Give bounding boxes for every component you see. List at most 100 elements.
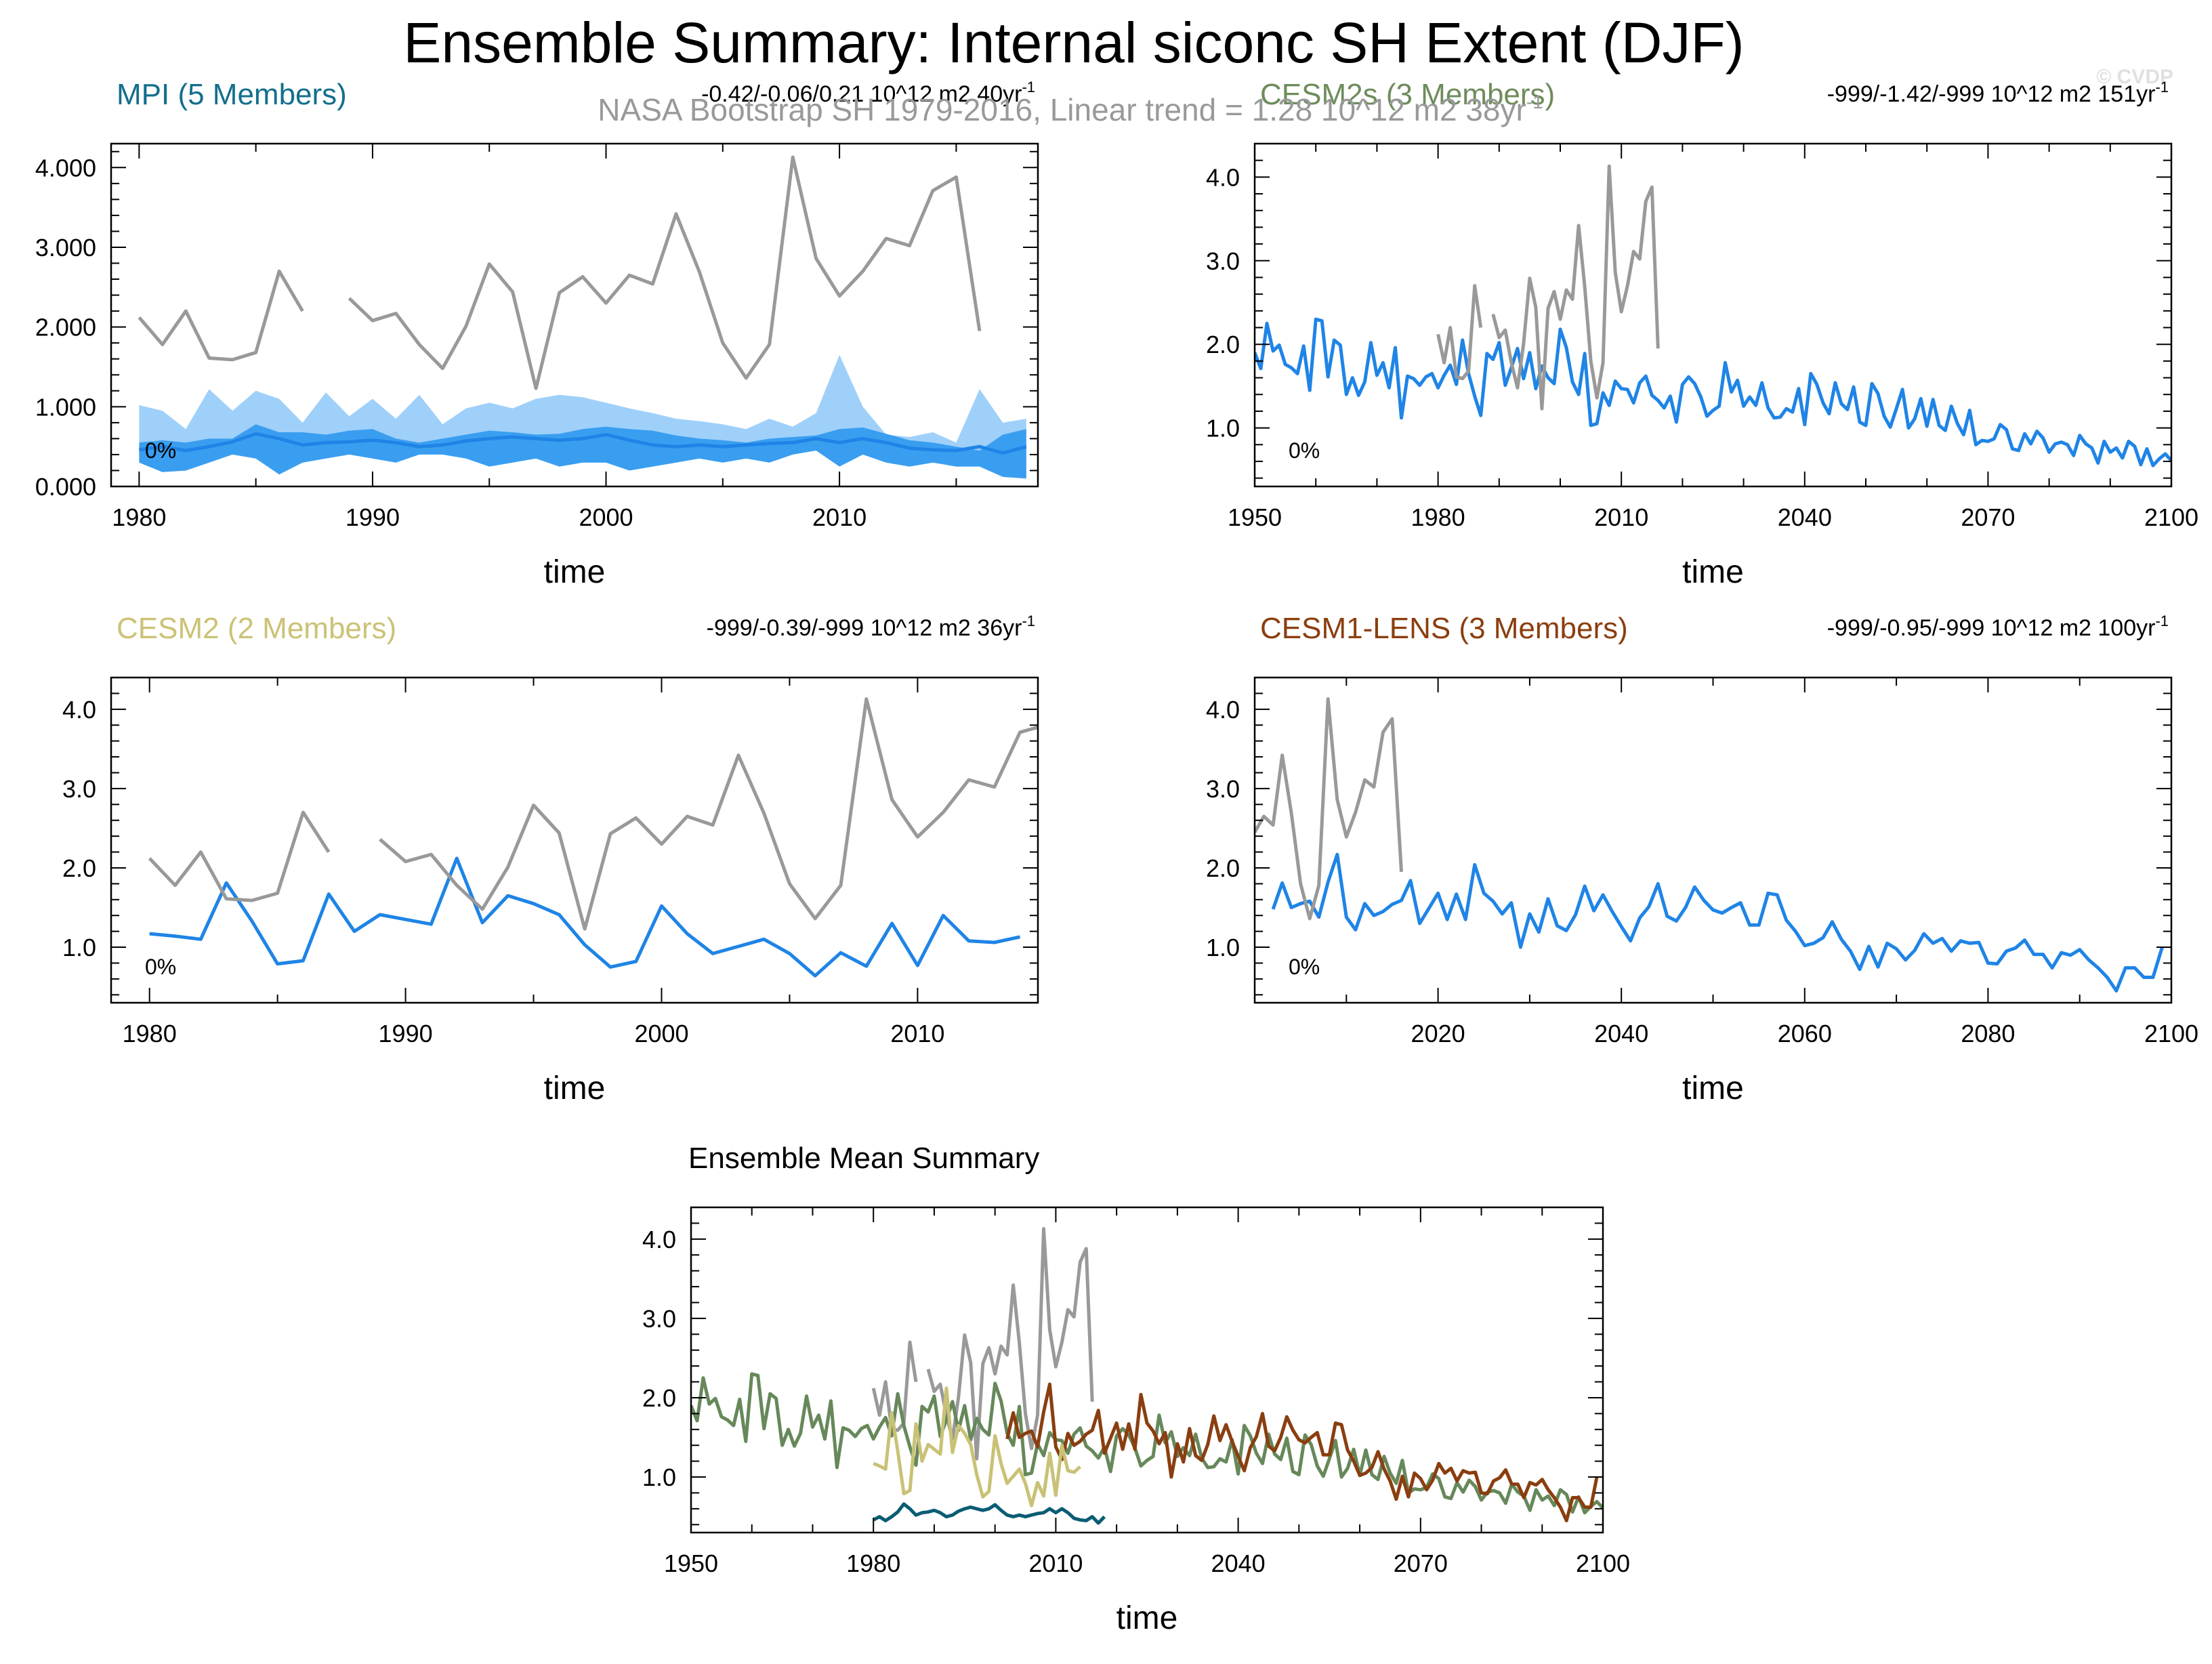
- panel-title: CESM2s (3 Members): [1260, 78, 1555, 111]
- trend-label-text: -999/-0.95/-999 10^12 m2 100yr: [1827, 615, 2156, 641]
- x-axis-label: time: [1117, 1600, 1178, 1636]
- observation-label-text: NASA Bootstrap SH 1979-2016, Linear tren…: [598, 92, 1526, 127]
- plot-frame: [110, 142, 1039, 488]
- x-tick-label: 2040: [1211, 1549, 1266, 1577]
- x-tick-label: 2100: [2144, 503, 2198, 531]
- plot-frame: [690, 1206, 1604, 1534]
- x-tick-label: 2040: [1778, 503, 1832, 531]
- panel-lens: 2020 2040 2060 2080 2100 1.0 2.0 3.0 4.0 time CESM…: [1206, 612, 2198, 1106]
- trend-label-sup: -1: [1022, 79, 1035, 96]
- x-tick-label: 1990: [379, 1020, 433, 1047]
- percent-label: 0%: [145, 438, 176, 463]
- series-line-cesm2s: [691, 1372, 1603, 1515]
- observation-line: [138, 155, 982, 390]
- trend-label-sup: -1: [2155, 79, 2169, 96]
- series-line-cesm2: [873, 1386, 1081, 1507]
- y-tick-label: 1.0: [1206, 415, 1240, 442]
- trend-label-text: -0.42/-0.06/0.21 10^12 m2 40yr: [701, 81, 1022, 107]
- x-tick-label: 2100: [2144, 1020, 2198, 1047]
- x-tick-label: 2060: [1778, 1020, 1832, 1047]
- percent-label: 0%: [1289, 955, 1320, 979]
- x-tick-label: 2100: [1576, 1549, 1630, 1577]
- series-line-ensemble: [149, 856, 1021, 978]
- series-line-ensemble: [1255, 317, 2171, 467]
- panel-title: Ensemble Mean Summary: [688, 1142, 1039, 1175]
- plot-area-lens: [1255, 697, 2164, 993]
- x-tick-label: 2000: [634, 1020, 688, 1047]
- panel-mpi: 1980 1990 2000 2010 0.000 1.000 2.000 3.000 4.00…: [35, 78, 1039, 590]
- y-tick-label: 4.0: [642, 1226, 676, 1253]
- figure-title: Ensemble Summary: Internal siconc SH Ext…: [403, 11, 1744, 75]
- y-tick-label: 2.0: [62, 854, 96, 882]
- x-tick-label: 2010: [1594, 503, 1648, 531]
- panel-title: CESM2 (2 Members): [117, 612, 396, 645]
- x-tick-label: 1980: [123, 1020, 177, 1047]
- x-tick-label: 2000: [579, 503, 633, 531]
- y-tick-label: 4.0: [1206, 696, 1240, 724]
- y-tick-label: 1.0: [62, 934, 96, 961]
- observation-line: [1255, 697, 1403, 921]
- x-tick-label: 1980: [112, 503, 166, 531]
- plot-frame: [110, 676, 1039, 1004]
- observation-line: [1436, 164, 1660, 411]
- y-tick-label: 1.000: [35, 393, 96, 421]
- plot-area-cesm2: [148, 697, 1038, 978]
- observation-label: NASA Bootstrap SH 1979-2016, Linear tren…: [598, 91, 1543, 127]
- y-tick-label: 2.0: [1206, 854, 1240, 882]
- trend-label-sup: -1: [2155, 612, 2169, 629]
- x-tick-label: 2010: [890, 1020, 944, 1047]
- x-tick-label: 2070: [1961, 503, 2015, 531]
- panel-cesm2s: 1950 1980 2010 2040 2070 2100 1.0 2.0 3.0 4.0 time…: [1206, 78, 2198, 590]
- y-tick-label: 1.0: [1206, 934, 1240, 961]
- trend-label: -999/-0.39/-999 10^12 m2 36yr-1: [707, 612, 1035, 641]
- y-tick-label: 0.000: [35, 473, 96, 501]
- x-tick-label: 1990: [346, 503, 400, 531]
- spread-inner-band: [139, 424, 1026, 479]
- y-tick-label: 4.0: [62, 696, 96, 724]
- trend-label-text: -999/-1.42/-999 10^12 m2 151yr: [1827, 81, 2156, 107]
- percent-label: 0%: [145, 955, 176, 979]
- x-tick-label: 2010: [812, 503, 867, 531]
- y-tick-label: 4.0: [1206, 163, 1240, 191]
- trend-label: -0.42/-0.06/0.21 10^12 m2 40yr-1: [701, 79, 1035, 107]
- panel-cesm2: 1980 1990 2000 2010 1.0 2.0 3.0 4.0 time CESM2 (2…: [62, 612, 1039, 1106]
- plot-area-mean: [691, 1227, 1603, 1525]
- trend-label-sup: -1: [1022, 612, 1035, 629]
- ensemble-mean-line: [139, 432, 1027, 455]
- trend-label: -999/-1.42/-999 10^12 m2 151yr-1: [1827, 79, 2169, 107]
- trend-label: -999/-0.95/-999 10^12 m2 100yr-1: [1827, 612, 2169, 641]
- series-line-ensemble: [1271, 852, 2164, 993]
- panel-mean: 1950 1980 2010 2040 2070 2100 1.0 2.0 3.0 4.0 time…: [642, 1142, 1630, 1636]
- y-tick-label: 1.0: [642, 1463, 676, 1491]
- series-line-cesm1-lens: [1005, 1382, 1599, 1522]
- trend-label-text: -999/-0.39/-999 10^12 m2 36yr: [707, 615, 1022, 641]
- x-axis-label: time: [544, 554, 606, 590]
- plot-area-cesm2s: [1255, 164, 2171, 467]
- observation-label-sup: -1: [1526, 91, 1543, 112]
- y-tick-label: 3.000: [35, 234, 96, 262]
- y-tick-label: 3.0: [1206, 775, 1240, 803]
- series-line-mpi: [873, 1502, 1106, 1525]
- x-tick-label: 2040: [1594, 1020, 1648, 1047]
- chart-panels: 1980 1990 2000 20100.0001.0002.0003.0004.00…: [35, 78, 2198, 1636]
- y-tick-label: 3.0: [1206, 247, 1240, 275]
- y-tick-label: 3.0: [62, 775, 96, 803]
- x-tick-label: 2020: [1411, 1020, 1465, 1047]
- percent-label: 0%: [1289, 438, 1320, 463]
- x-tick-label: 1950: [664, 1549, 718, 1577]
- plot-frame: [1253, 142, 2173, 488]
- y-tick-label: 2.0: [1206, 331, 1240, 358]
- x-axis-label: time: [1682, 1070, 1744, 1106]
- panel-title: CESM1-LENS (3 Members): [1260, 612, 1628, 645]
- x-axis-label: time: [544, 1070, 606, 1106]
- y-tick-label: 4.000: [35, 154, 96, 182]
- x-tick-label: 2080: [1961, 1020, 2015, 1047]
- observation-line: [148, 697, 1038, 931]
- y-tick-label: 2.0: [642, 1384, 676, 1412]
- y-tick-label: 2.000: [35, 314, 96, 341]
- x-tick-label: 1950: [1228, 503, 1282, 531]
- x-tick-label: 2070: [1394, 1549, 1448, 1577]
- x-tick-label: 1980: [1411, 503, 1465, 531]
